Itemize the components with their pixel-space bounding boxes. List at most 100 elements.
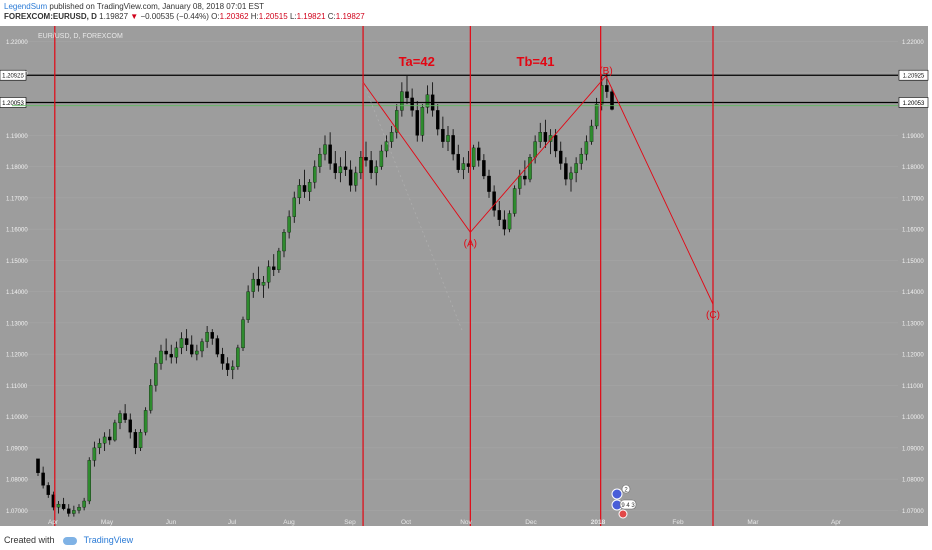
candle-body [271,266,276,270]
candle-body [77,507,81,511]
candle-body [518,175,522,189]
candle-body [538,132,543,142]
price-level-tag-left [0,97,27,108]
y-tick-label-right: 1.17000 [902,196,924,202]
candle-body [497,210,501,220]
y-tick-label-left: 1.10000 [6,415,28,421]
candle-body [364,157,368,161]
y-tick-label-left: 1.13000 [6,321,28,327]
candle-body [410,97,414,111]
author-link[interactable]: LegendSum [4,2,48,11]
grid-layer [12,41,898,511]
candle-body [133,432,138,449]
candle-body [333,163,337,174]
x-tick-label: Apr [48,519,59,526]
candle-body [189,344,194,355]
candle-body [82,500,86,508]
open-label: O: [211,12,220,21]
candle-body [476,147,481,161]
candle-body [466,163,471,167]
y-tick-label-right: 1.08000 [902,478,924,484]
event-count-label: 2 [624,488,628,494]
y-tick-label-left: 1.19000 [6,134,28,140]
candle-body [569,172,573,180]
candle-body [72,510,76,514]
candle-body [287,216,291,233]
candle-body [348,169,353,186]
x-tick-label: Feb [672,519,684,526]
candle-body [128,419,132,433]
candle-body [471,147,476,167]
price-level-label-right: 1.20053 [903,101,925,107]
candle-body [610,91,614,110]
price-level-label-left: 1.20925 [2,74,24,80]
candle-body [277,250,281,270]
wave-label: (B) [599,66,612,77]
y-tick-label-left: 1.07000 [6,509,28,515]
candle-body [507,213,512,230]
x-tick-label: Mar [747,519,759,526]
y-tick-label-right: 1.19000 [902,134,924,140]
event-count-bubble [621,484,631,494]
candle-body [394,110,399,133]
candle-body [46,485,51,495]
candle-body [266,266,271,283]
candle-body [41,472,45,486]
candle-body [564,163,568,180]
candle-body [159,350,163,364]
candle-body [400,91,404,111]
candle-body [236,347,240,367]
candle-body [435,110,440,130]
candle-body [302,185,307,192]
candle-body [589,125,594,142]
tradingview-brand-link[interactable]: TradingView [83,535,134,545]
price-level-tag-left [0,69,27,81]
price-change: −0.00535 (−0.44%) [140,12,209,21]
candle-body [482,160,486,177]
x-tick-label: May [101,519,114,526]
candle-body [389,132,394,142]
tradingview-cloud-icon [63,536,78,545]
candle-body [605,85,609,92]
candle-body [97,443,102,449]
candle-body [56,503,61,508]
candle-body [343,166,348,170]
close-value: 1.19827 [335,12,365,21]
candle-body [594,103,599,127]
y-tick-label-left: 1.12000 [6,353,28,359]
candle-body [251,278,255,292]
price-level-tag-right [898,97,929,108]
candle-body [220,353,225,364]
x-tick-label: Jul [228,519,237,526]
y-tick-label-right: 1.13000 [902,321,924,327]
candle-body [512,188,517,214]
high-label: H: [250,12,259,21]
plot-background [12,26,898,526]
candle-body [425,94,430,108]
event-badge-icon [611,488,623,500]
candle-body [113,422,117,441]
candle-body [102,436,107,444]
y-tick-label-left: 1.11000 [6,384,28,390]
wave-path [362,75,714,305]
tb-annotation: Tb=41 [517,54,555,69]
quote-line: FOREXCOM:EURUSD, D 1.19827 ▼ −0.00535 (−… [4,12,924,22]
candle-body [282,232,286,252]
candle-body [205,332,209,342]
y-tick-label-right: 1.12000 [902,353,924,359]
right-axis-background [898,26,928,526]
candle-body [174,347,179,358]
x-tick-label: Aug [283,519,295,526]
candle-body [451,135,455,155]
y-tick-label-left: 1.18000 [6,165,28,171]
symbol-label: FOREXCOM:EURUSD, D [4,12,97,21]
event-badge-icon [618,509,628,519]
annotation-layer: (A) (B) (C) Ta=42 Tb=41 2 9 4 3 [54,26,720,526]
candle-body [353,172,358,186]
candle-body [359,157,363,174]
y-tick-label-left: 1.22000 [6,40,28,46]
candle-body [61,503,66,509]
candle-body [123,413,127,420]
candle-body [200,341,204,352]
